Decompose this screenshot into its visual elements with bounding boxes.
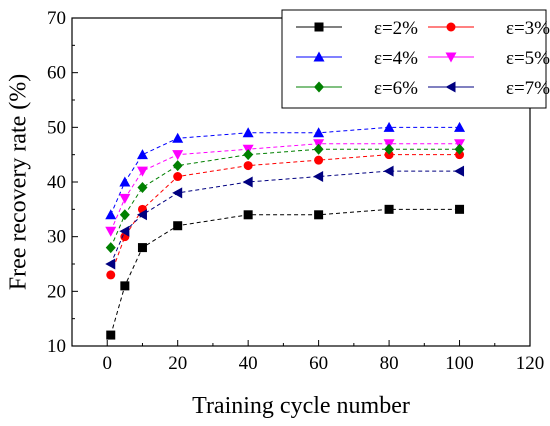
data-point xyxy=(105,226,117,237)
x-tick-label: 100 xyxy=(445,353,474,374)
data-point xyxy=(136,209,147,221)
y-tick-label: 40 xyxy=(47,172,66,193)
data-point xyxy=(243,149,254,161)
y-tick-label: 50 xyxy=(47,117,66,138)
x-tick-label: 60 xyxy=(309,353,328,374)
y-tick-label: 10 xyxy=(47,336,66,357)
data-point xyxy=(105,209,117,220)
data-point xyxy=(314,155,324,165)
x-tick-label: 0 xyxy=(102,353,112,374)
data-point xyxy=(455,204,465,214)
data-point xyxy=(243,210,253,220)
y-tick-label: 60 xyxy=(47,63,66,84)
data-point xyxy=(120,281,130,291)
data-point xyxy=(119,176,131,187)
series-3 xyxy=(105,121,466,220)
legend-label: ε=4% xyxy=(374,48,418,69)
series-line xyxy=(110,148,460,248)
data-point xyxy=(136,166,148,177)
x-axis: 0 20 40 60 80 100 120 xyxy=(102,340,544,374)
series-line xyxy=(110,154,460,276)
legend-item: ε=6% xyxy=(296,78,418,99)
x-tick-label: 120 xyxy=(516,353,545,374)
data-point xyxy=(384,204,394,214)
legend-marker xyxy=(313,51,325,62)
data-point xyxy=(454,143,465,155)
data-point xyxy=(137,243,147,253)
data-point xyxy=(119,209,130,221)
legend-marker xyxy=(314,22,324,32)
data-point xyxy=(313,143,324,155)
series-line xyxy=(110,208,460,336)
y-axis-title: Free recovery rate (%) xyxy=(6,74,32,291)
series-4 xyxy=(105,139,466,237)
data-point xyxy=(119,193,131,204)
plot-marks xyxy=(105,121,466,340)
legend-item: ε=2% xyxy=(296,18,418,39)
legend-box xyxy=(281,9,547,109)
data-point xyxy=(172,132,184,143)
legend-item: ε=3% xyxy=(428,18,550,39)
data-point xyxy=(105,258,116,270)
data-point xyxy=(383,165,394,177)
data-point xyxy=(243,161,253,171)
legend-item: ε=7% xyxy=(428,78,550,99)
legend-label: ε=6% xyxy=(374,78,418,99)
data-point xyxy=(136,149,148,160)
data-point xyxy=(106,330,116,340)
series-line xyxy=(110,126,460,215)
legend-item: ε=5% xyxy=(428,48,550,69)
data-point xyxy=(454,165,465,177)
legend-label: ε=5% xyxy=(506,48,550,69)
data-point xyxy=(137,181,148,193)
data-point xyxy=(119,225,130,237)
data-point xyxy=(383,121,395,132)
series-2 xyxy=(106,150,465,280)
data-point xyxy=(172,160,183,172)
series-line xyxy=(110,170,460,265)
data-point xyxy=(172,187,183,199)
legend-label: ε=7% xyxy=(506,78,550,99)
y-tick-label: 20 xyxy=(47,281,66,302)
x-tick-label: 20 xyxy=(168,353,187,374)
legend-marker xyxy=(446,22,456,32)
data-point xyxy=(172,150,184,161)
series-6 xyxy=(105,165,465,270)
x-axis-title: Training cycle number xyxy=(192,393,410,419)
data-point xyxy=(314,210,324,220)
data-point xyxy=(105,242,116,254)
data-point xyxy=(106,270,116,280)
series-1 xyxy=(106,204,465,340)
data-point xyxy=(242,127,254,138)
legend: ε=2% ε=3% ε=4% ε=5% ε=6% ε=7% xyxy=(281,9,550,109)
data-point xyxy=(173,172,183,182)
y-tick-label: 30 xyxy=(47,227,66,248)
y-tick-label: 70 xyxy=(47,8,66,29)
data-point xyxy=(454,121,466,132)
legend-label: ε=2% xyxy=(374,18,418,39)
y-axis: 10 20 30 40 50 60 70 xyxy=(47,8,78,357)
legend-item: ε=4% xyxy=(296,48,418,69)
legend-marker xyxy=(445,81,456,93)
data-point xyxy=(313,127,325,138)
data-point xyxy=(384,143,395,155)
data-point xyxy=(173,221,183,231)
series-5 xyxy=(105,143,465,254)
x-tick-label: 40 xyxy=(239,353,258,374)
data-point xyxy=(242,176,253,188)
data-point xyxy=(313,171,324,183)
x-tick-label: 80 xyxy=(380,353,399,374)
legend-marker xyxy=(445,52,457,63)
legend-label: ε=3% xyxy=(506,18,550,39)
series-line xyxy=(110,143,460,232)
legend-marker xyxy=(314,81,324,93)
